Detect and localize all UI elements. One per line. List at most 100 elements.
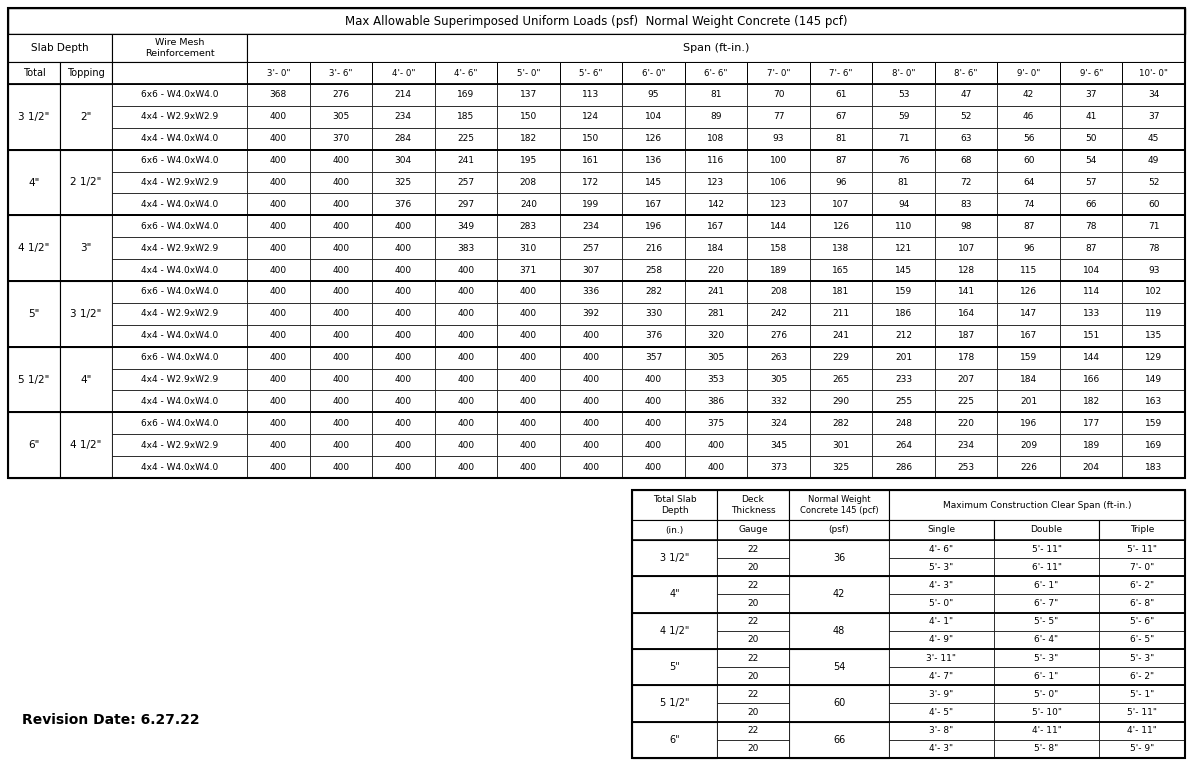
Bar — [310, 128, 372, 150]
Bar — [872, 347, 935, 368]
Text: 22: 22 — [748, 618, 758, 626]
Bar — [247, 303, 310, 325]
Bar — [872, 303, 935, 325]
Text: 400: 400 — [270, 375, 287, 384]
Text: 124: 124 — [582, 112, 600, 122]
Text: 400: 400 — [644, 463, 662, 471]
Bar — [8, 281, 1186, 347]
Bar — [632, 613, 1186, 649]
Text: 185: 185 — [457, 112, 474, 122]
Bar — [632, 520, 718, 540]
Text: 163: 163 — [1145, 397, 1163, 406]
Bar — [935, 237, 997, 259]
Bar — [872, 215, 935, 237]
Bar — [497, 456, 559, 478]
Text: 332: 332 — [770, 397, 787, 406]
Bar — [247, 215, 310, 237]
Text: 400: 400 — [395, 331, 412, 340]
Text: 400: 400 — [395, 441, 412, 450]
Bar — [935, 194, 997, 215]
Bar — [112, 412, 247, 434]
Bar — [434, 128, 497, 150]
Text: 106: 106 — [770, 178, 787, 187]
Text: 126: 126 — [833, 221, 850, 231]
Bar — [935, 325, 997, 347]
Bar — [935, 84, 997, 106]
Bar — [622, 412, 685, 434]
Bar — [718, 576, 790, 594]
Bar — [685, 325, 748, 347]
Text: 3 1/2": 3 1/2" — [71, 309, 102, 319]
Text: 211: 211 — [833, 309, 850, 318]
Text: 376: 376 — [395, 200, 412, 209]
Bar — [632, 721, 718, 758]
Text: 115: 115 — [1020, 265, 1037, 275]
Bar — [685, 128, 748, 150]
Text: 126: 126 — [1020, 288, 1037, 296]
Bar — [685, 347, 748, 368]
Bar — [559, 303, 622, 325]
Bar — [632, 685, 1186, 721]
Text: 400: 400 — [270, 309, 287, 318]
Text: 400: 400 — [520, 309, 536, 318]
Bar — [434, 456, 497, 478]
Text: 400: 400 — [708, 463, 725, 471]
Text: 167: 167 — [644, 200, 662, 209]
Text: 400: 400 — [332, 221, 349, 231]
Bar — [748, 456, 810, 478]
Bar — [559, 106, 622, 128]
Bar — [372, 368, 434, 391]
Bar — [889, 520, 994, 540]
Text: 400: 400 — [457, 463, 474, 471]
Text: 4 1/2": 4 1/2" — [660, 626, 689, 636]
Bar — [1099, 594, 1186, 613]
Text: 7'- 0": 7'- 0" — [767, 68, 791, 78]
Bar — [559, 128, 622, 150]
Text: 4x4 - W2.9xW2.9: 4x4 - W2.9xW2.9 — [140, 375, 218, 384]
Bar — [8, 215, 60, 281]
Text: 89: 89 — [710, 112, 721, 122]
Text: 66: 66 — [1086, 200, 1097, 209]
Text: 74: 74 — [1022, 200, 1034, 209]
Bar — [1099, 649, 1186, 667]
Text: 147: 147 — [1020, 309, 1037, 318]
Text: 113: 113 — [582, 91, 600, 99]
Bar — [112, 434, 247, 456]
Text: 87: 87 — [835, 156, 847, 165]
Text: 4x4 - W4.0xW4.0: 4x4 - W4.0xW4.0 — [140, 135, 218, 143]
Bar — [748, 368, 810, 391]
Text: 400: 400 — [270, 221, 287, 231]
Text: 5'- 11": 5'- 11" — [1032, 544, 1062, 554]
Text: 166: 166 — [1082, 375, 1100, 384]
Bar — [1060, 347, 1122, 368]
Bar — [718, 558, 790, 576]
Bar — [622, 347, 685, 368]
Text: 4": 4" — [80, 375, 91, 384]
Text: 5'- 0": 5'- 0" — [929, 599, 954, 608]
Bar — [997, 150, 1060, 171]
Bar — [497, 434, 559, 456]
Text: 151: 151 — [1082, 331, 1100, 340]
Bar — [60, 347, 112, 412]
Text: 400: 400 — [644, 397, 662, 406]
Text: 137: 137 — [520, 91, 538, 99]
Bar — [997, 106, 1060, 128]
Bar — [1122, 194, 1184, 215]
Bar — [872, 106, 935, 128]
Text: 6'- 7": 6'- 7" — [1034, 599, 1058, 608]
Bar — [997, 434, 1060, 456]
Text: 144: 144 — [1082, 353, 1099, 362]
Text: 400: 400 — [270, 397, 287, 406]
Text: 196: 196 — [1020, 419, 1037, 428]
Bar — [8, 150, 60, 215]
Text: 159: 159 — [1020, 353, 1037, 362]
Text: 400: 400 — [332, 375, 349, 384]
Bar — [497, 150, 559, 171]
Bar — [632, 649, 1186, 685]
Bar — [372, 325, 434, 347]
Text: 400: 400 — [395, 397, 412, 406]
Text: Slab Depth: Slab Depth — [31, 43, 89, 53]
Text: 20: 20 — [748, 672, 758, 681]
Bar — [497, 62, 559, 84]
Bar — [1060, 456, 1122, 478]
